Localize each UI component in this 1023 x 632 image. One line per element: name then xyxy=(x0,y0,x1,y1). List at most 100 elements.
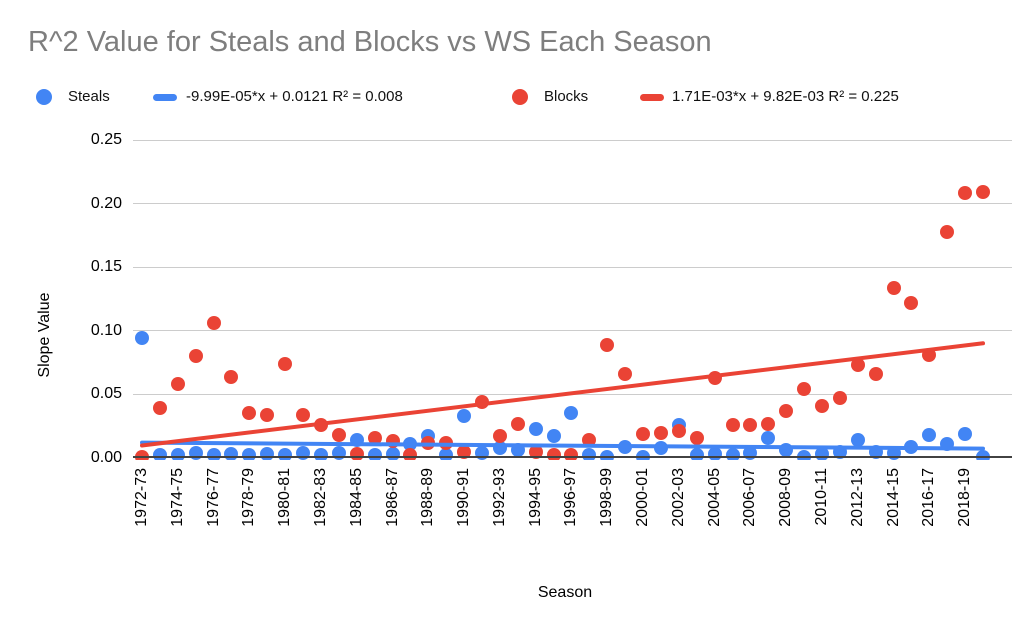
data-point-blocks xyxy=(797,382,812,397)
data-point-blocks xyxy=(958,186,973,201)
data-point-blocks xyxy=(940,224,955,239)
data-point-blocks xyxy=(976,185,991,200)
x-tick-label: 1990-91 xyxy=(455,468,473,527)
data-point-steals xyxy=(367,448,382,460)
data-point-blocks xyxy=(868,367,883,382)
gridline xyxy=(133,139,1012,141)
y-tick-label: 0.10 xyxy=(90,321,122,339)
x-tick-label: 1978-79 xyxy=(240,468,258,527)
data-point-blocks xyxy=(528,444,543,459)
data-point-blocks xyxy=(224,369,239,384)
trendline-steals xyxy=(140,440,986,451)
x-tick-label: 1986-87 xyxy=(383,468,401,527)
x-axis-title: Season xyxy=(537,584,593,601)
data-point-blocks xyxy=(278,356,293,371)
x-tick-label: 1996-97 xyxy=(562,468,580,527)
y-tick-label: 0.15 xyxy=(90,258,122,276)
data-point-steals xyxy=(636,449,651,460)
data-point-steals xyxy=(850,433,865,448)
y-tick-label: 0.25 xyxy=(90,131,122,148)
data-point-blocks xyxy=(743,417,758,432)
x-tick-label: 1984-85 xyxy=(347,468,365,527)
gridline xyxy=(133,330,1012,332)
legend-steals-trendline-marker-icon xyxy=(153,94,177,101)
data-point-steals xyxy=(313,448,328,460)
data-point-steals xyxy=(976,449,991,460)
data-point-steals xyxy=(761,430,776,445)
data-point-steals xyxy=(582,448,597,460)
x-tick-label: 1988-89 xyxy=(419,468,437,527)
data-point-blocks xyxy=(242,406,257,421)
x-tick-label: 1982-83 xyxy=(311,468,329,527)
y-tick-label: 0.05 xyxy=(90,385,122,403)
data-point-blocks xyxy=(564,448,579,460)
data-point-blocks xyxy=(331,428,346,443)
data-point-steals xyxy=(725,448,740,460)
legend-steals-label: Steals xyxy=(68,88,110,105)
x-tick-label: 2004-05 xyxy=(705,468,723,527)
data-point-blocks xyxy=(761,416,776,431)
data-point-steals xyxy=(242,448,257,460)
data-point-blocks xyxy=(636,426,651,441)
data-point-blocks xyxy=(904,295,919,310)
y-axis-title: Slope Value xyxy=(36,292,53,378)
chart-title: R^2 Value for Steals and Blocks vs WS Ea… xyxy=(28,26,712,58)
y-tick-label: 0.20 xyxy=(90,194,122,212)
data-point-blocks xyxy=(492,429,507,444)
gridline xyxy=(133,203,1012,205)
data-point-blocks xyxy=(403,448,418,460)
data-point-blocks xyxy=(725,417,740,432)
data-point-steals xyxy=(152,448,167,460)
x-axis-line xyxy=(133,456,1012,458)
trendline-blocks xyxy=(140,341,986,448)
trendlines-layer xyxy=(140,341,986,451)
x-tick-label: 1992-93 xyxy=(490,468,508,527)
data-point-blocks xyxy=(457,444,472,459)
data-point-blocks xyxy=(367,430,382,445)
data-point-steals xyxy=(958,426,973,441)
data-point-blocks xyxy=(582,433,597,448)
data-point-steals xyxy=(439,448,454,460)
data-point-blocks xyxy=(188,349,203,364)
plot-area xyxy=(133,138,1012,460)
data-point-blocks xyxy=(170,377,185,392)
x-tick-label: 2010-11 xyxy=(812,468,830,526)
data-point-blocks xyxy=(600,337,615,352)
data-point-steals xyxy=(797,449,812,460)
data-point-blocks xyxy=(850,358,865,373)
legend-steals-marker-icon xyxy=(36,89,52,105)
legend-blocks-marker-icon xyxy=(512,89,528,105)
data-point-steals xyxy=(170,448,185,460)
y-tick-label: 0.00 xyxy=(90,449,122,466)
x-tick-label: 2012-13 xyxy=(848,468,866,527)
data-point-steals xyxy=(689,448,704,460)
x-tick-label: 2014-15 xyxy=(884,468,902,527)
x-tick-label: 2018-19 xyxy=(956,468,974,527)
data-point-blocks xyxy=(296,407,311,422)
legend-blocks-trendline-marker-icon xyxy=(640,94,664,101)
data-point-blocks xyxy=(671,424,686,439)
legend-blocks-label: Blocks xyxy=(544,88,589,105)
data-point-blocks xyxy=(779,403,794,418)
data-point-blocks xyxy=(618,367,633,382)
x-tick-label: 2000-01 xyxy=(634,468,652,527)
data-point-steals xyxy=(135,331,149,346)
x-tick-label: 1980-81 xyxy=(276,468,294,527)
data-point-blocks xyxy=(206,316,221,331)
data-point-steals xyxy=(564,406,579,421)
data-point-blocks xyxy=(689,430,704,445)
x-tick-label: 2006-07 xyxy=(741,468,759,527)
x-tick-label: 1994-95 xyxy=(526,468,544,527)
data-point-blocks xyxy=(135,449,149,460)
data-point-blocks xyxy=(814,398,829,413)
x-tick-label: 2016-17 xyxy=(920,468,938,527)
data-point-steals xyxy=(278,448,293,460)
data-point-blocks xyxy=(653,425,668,440)
data-point-blocks xyxy=(510,416,525,431)
data-point-blocks xyxy=(886,280,901,295)
data-point-blocks xyxy=(152,401,167,416)
x-tick-label: 1974-75 xyxy=(168,468,186,527)
data-point-steals xyxy=(528,421,543,436)
x-tick-label: 1976-77 xyxy=(204,468,222,527)
legend-blocks-trendline-label: 1.71E-03*x + 9.82E-03 R² = 0.225 xyxy=(672,88,899,105)
